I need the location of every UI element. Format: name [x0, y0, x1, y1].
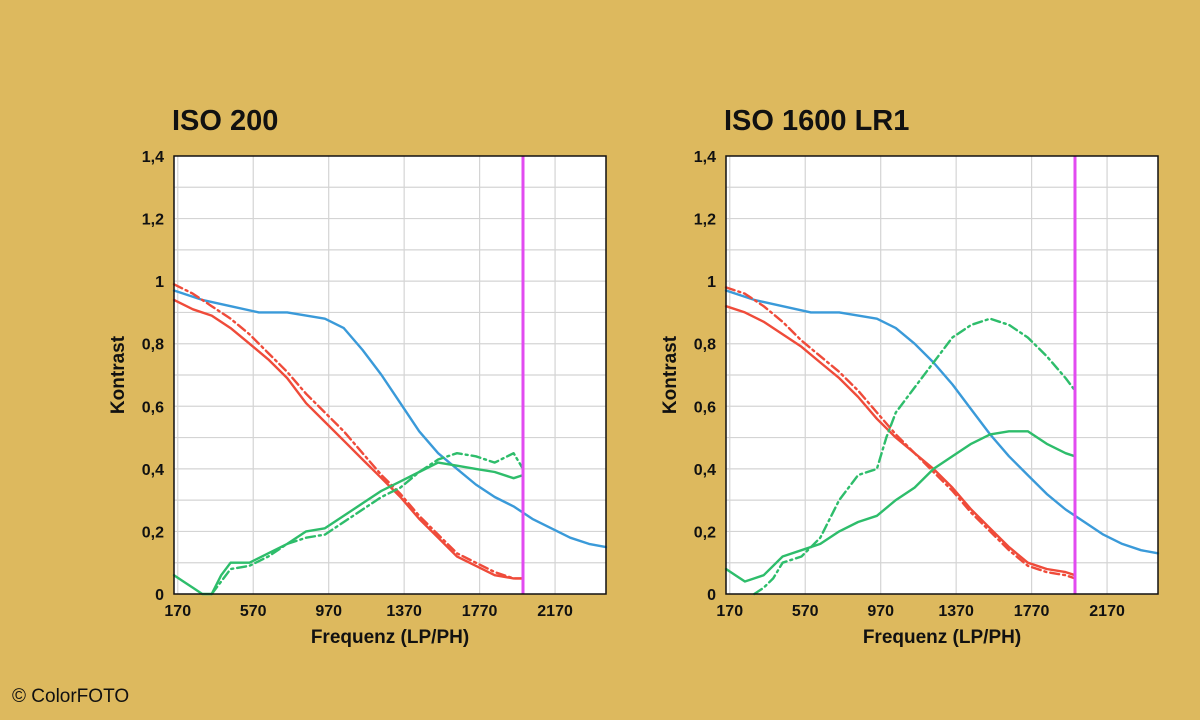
- y-tick-label: 0,2: [142, 524, 164, 541]
- plot-frame: [725, 155, 1159, 595]
- x-axis-label: Frequenz (LP/PH): [311, 627, 469, 648]
- chart-title: ISO 1600 LR1: [724, 105, 909, 137]
- x-axis-label: Frequenz (LP/PH): [863, 627, 1021, 648]
- series-line-green-dashdot: [753, 317, 1077, 596]
- y-axis-label: Kontrast: [660, 335, 681, 414]
- y-tick-label: 0,8: [142, 337, 164, 354]
- chart-panel-1: 0 0,2 0,4 0,6 0,8 1 1,2 1,4 170 570 970 1370 1770 217…: [108, 105, 608, 648]
- x-tick-label: 2170: [537, 603, 573, 620]
- chart-panel-2: 0 0,2 0,4 0,6 0,8 1 1,2 1,4 170 570 970 1370 1770 217…: [660, 105, 1160, 648]
- plot-frame: [173, 155, 607, 595]
- series-line-blue-solid: [172, 289, 608, 549]
- x-tick-label: 970: [867, 603, 894, 620]
- x-tick-label: 570: [792, 603, 819, 620]
- series-line-red-dashdot: [724, 286, 1077, 580]
- y-tick-label: 0,4: [142, 462, 164, 479]
- y-tick-label: 1,2: [142, 212, 164, 229]
- series-line-green-solid: [724, 430, 1077, 583]
- y-tick-label: 1,2: [694, 212, 716, 229]
- y-tick-label: 1: [155, 274, 164, 291]
- chart-title: ISO 200: [172, 105, 278, 137]
- y-tick-label: 1,4: [142, 149, 164, 166]
- copyright-label: © ColorFOTO: [12, 686, 130, 707]
- y-axis-label: Kontrast: [108, 335, 129, 414]
- x-tick-label: 570: [240, 603, 267, 620]
- x-tick-label: 1370: [938, 603, 974, 620]
- x-tick-label: 1370: [386, 603, 422, 620]
- x-tick-label: 2170: [1089, 603, 1125, 620]
- y-tick-label: 1: [707, 274, 716, 291]
- y-tick-label: 0: [707, 587, 716, 604]
- x-tick-label: 170: [164, 603, 191, 620]
- y-tick-label: 0,6: [142, 399, 164, 416]
- y-tick-label: 0,2: [694, 524, 716, 541]
- y-tick-label: 0: [155, 587, 164, 604]
- series-line-red-dashdot: [172, 283, 525, 580]
- x-tick-label: 1770: [1014, 603, 1050, 620]
- series-line-blue-solid: [724, 289, 1160, 555]
- x-tick-label: 1770: [462, 603, 498, 620]
- y-tick-label: 0,8: [694, 337, 716, 354]
- series-line-green-dashdot: [210, 452, 525, 596]
- y-tick-label: 1,4: [694, 149, 716, 166]
- y-tick-label: 0,4: [694, 462, 716, 479]
- series-line-red-solid: [172, 298, 525, 580]
- x-tick-label: 970: [315, 603, 342, 620]
- y-tick-label: 0,6: [694, 399, 716, 416]
- x-tick-label: 170: [716, 603, 743, 620]
